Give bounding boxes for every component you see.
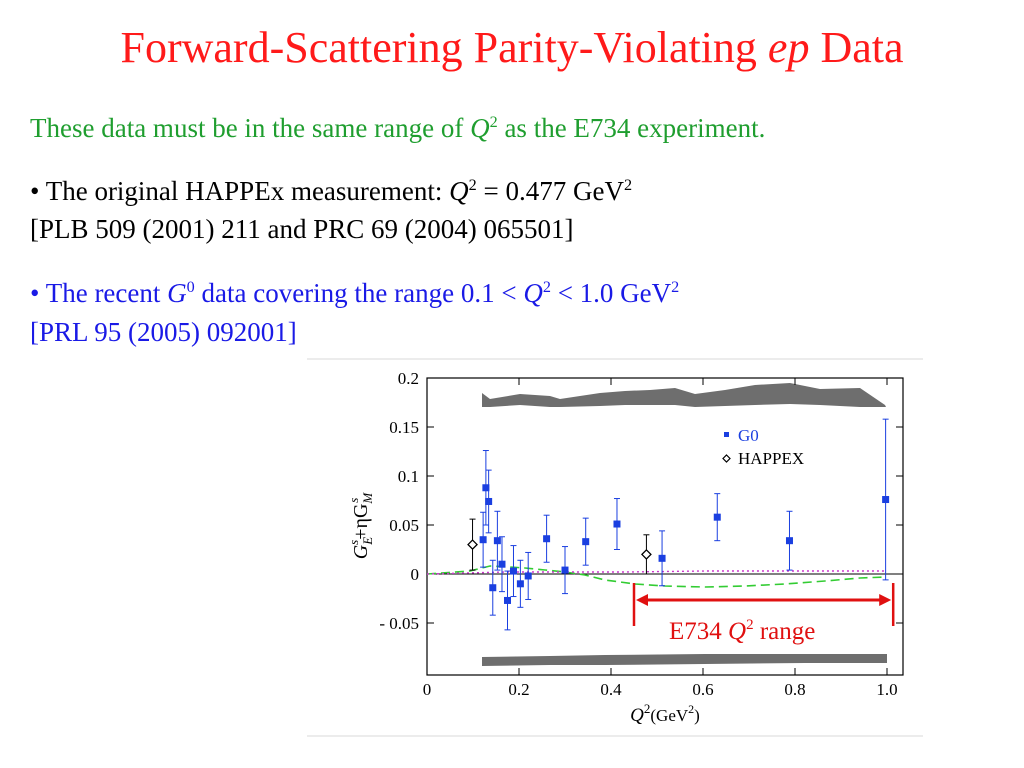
- happex-point: [467, 539, 478, 551]
- bullet1-sup2: 2: [623, 176, 633, 194]
- range-annotation-label: E734 Q2 range: [669, 617, 815, 645]
- bullet2-q: Q: [523, 278, 543, 308]
- title-italic: ep: [767, 23, 810, 72]
- y-tick-label: 0.05: [389, 516, 419, 535]
- bullet2-gsup: 0: [186, 278, 195, 296]
- y-tick-label: 0.2: [398, 369, 419, 388]
- parity-violation-plot: 0 0.2 0.4 0.6 0.8 1.0 0.2 0.15 0.1 0.05 0 - 0.05 Q2(…: [307, 358, 923, 737]
- bullet2-mid: data covering the range 0.1 <: [194, 278, 524, 308]
- happex-point: [641, 548, 652, 560]
- intro-pre: These data must be in the same range of: [30, 113, 471, 143]
- intro-q: Q: [470, 113, 490, 143]
- y-tick-label: 0.1: [398, 467, 419, 486]
- x-tick-label: 0.8: [784, 680, 805, 699]
- bullet2-qsup: 2: [542, 278, 551, 296]
- intro-post: as the E734 experiment.: [497, 113, 766, 143]
- bullet1-mid: = 0.477 GeV: [476, 176, 624, 206]
- g0-point: [498, 560, 506, 568]
- g0-point: [509, 567, 517, 575]
- g0-point: [658, 554, 666, 562]
- g0-point: [482, 484, 490, 492]
- bullet1-pre: • The original HAPPEx measurement:: [30, 176, 450, 206]
- range-arrow-right-head: [879, 594, 892, 606]
- legend-g0-marker: [724, 432, 729, 437]
- g0-point: [713, 513, 721, 521]
- intro-sup: 2: [489, 113, 498, 131]
- systematic-band-bottom: [482, 654, 887, 666]
- title-main: Forward-Scattering Parity-Violating: [120, 23, 768, 72]
- g0-point: [561, 566, 569, 574]
- legend-g0-label: G0: [738, 426, 759, 445]
- bullet1-sup: 2: [468, 176, 477, 194]
- g0-point: [613, 520, 621, 528]
- y-tick-label: 0: [411, 565, 420, 584]
- bullet-g0-ref: [PRL 95 (2005) 092001]: [30, 317, 297, 347]
- systematic-band-top: [482, 383, 886, 407]
- g0-point: [485, 497, 493, 505]
- bullet2-post: < 1.0 GeV: [550, 278, 672, 308]
- g0-point: [582, 538, 590, 546]
- g0-point: [479, 536, 487, 544]
- x-tick-label: 0.6: [692, 680, 713, 699]
- x-axis-label: Q2(GeV2): [630, 701, 700, 726]
- legend-happex-marker: [722, 454, 731, 463]
- x-tick-label: 0.2: [508, 680, 529, 699]
- range-arrow-left-head: [636, 594, 648, 606]
- g0-point: [882, 496, 890, 504]
- g0-point: [489, 584, 497, 592]
- intro-text: These data must be in the same range of …: [30, 113, 765, 144]
- bullet2-g: G: [167, 278, 187, 308]
- green-dashed-curve: [426, 565, 886, 588]
- slide-title: Forward-Scattering Parity-Violating ep D…: [0, 22, 1024, 73]
- g0-point: [785, 537, 793, 545]
- legend-happex-label: HAPPEX: [738, 449, 804, 468]
- g0-point: [524, 572, 532, 580]
- x-tick-label: 0.4: [600, 680, 622, 699]
- g0-point: [493, 537, 501, 545]
- bullet-g0: • The recent G0 data covering the range …: [30, 278, 679, 309]
- bullet1-q: Q: [449, 176, 469, 206]
- bullet2-pre: • The recent: [30, 278, 168, 308]
- bullet-happex: • The original HAPPEx measurement: Q2 = …: [30, 176, 632, 207]
- g0-point: [543, 535, 551, 543]
- bullet-happex-ref: [PLB 509 (2001) 211 and PRC 69 (2004) 06…: [30, 214, 574, 244]
- title-end: Data: [809, 23, 904, 72]
- g0-point: [516, 580, 524, 588]
- g0-point: [504, 596, 511, 604]
- y-tick-label: - 0.05: [379, 614, 419, 633]
- x-tick-label: 1.0: [876, 680, 897, 699]
- y-tick-label: 0.15: [389, 418, 419, 437]
- x-tick-label: 0: [423, 680, 432, 699]
- bullet2-sup2: 2: [671, 278, 680, 296]
- plot-frame: [426, 377, 904, 676]
- y-axis-label: GEs+ηGMs: [346, 492, 375, 560]
